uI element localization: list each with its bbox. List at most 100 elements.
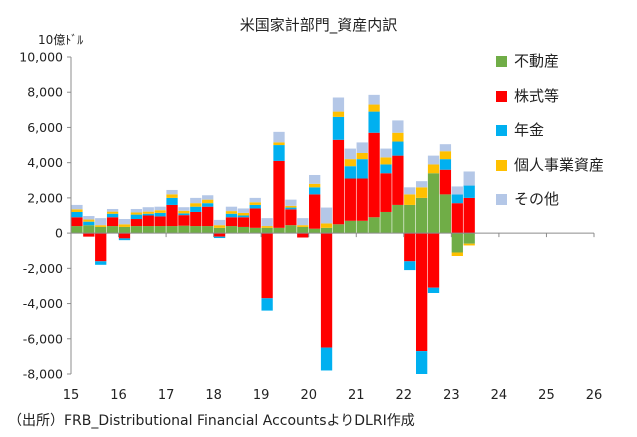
bar-2015Q3-0 [95, 226, 107, 234]
bar-2022Q4-3 [439, 151, 452, 160]
bar-2020Q4-1 [344, 178, 356, 221]
bar-2018Q4-0 [249, 227, 261, 234]
bar-2018Q3-2 [237, 215, 249, 218]
y-tick-label: 10,000 [19, 50, 63, 65]
bar-2019Q3-4 [285, 199, 297, 206]
y-tick-label: -8,000 [23, 367, 63, 382]
bar-2021Q4-4 [392, 120, 404, 133]
bar-2021Q1-1 [356, 178, 368, 221]
bar-2023Q1-3 [451, 252, 463, 256]
bar-2020Q4-0 [344, 220, 356, 234]
bar-2019Q3-3 [285, 205, 297, 208]
bar-2018Q2-3 [225, 211, 238, 214]
bar-2021Q1-0 [356, 220, 368, 234]
x-tick-label: 26 [586, 388, 603, 403]
y-tick-label: -2,000 [23, 261, 63, 276]
bar-2020Q1-3 [309, 183, 321, 188]
bar-2023Q2-0 [463, 233, 475, 244]
legend-label: その他 [514, 190, 560, 208]
bar-2020Q2-3 [320, 223, 333, 228]
bar-2017Q4-1 [202, 206, 214, 227]
bar-2018Q3-4 [237, 208, 249, 213]
bar-2016Q1-1 [118, 233, 131, 239]
bar-2017Q2-0 [178, 225, 190, 234]
bar-2019Q1-3 [261, 226, 273, 228]
y-tick-label: 4,000 [27, 155, 63, 170]
legend-swatch [496, 56, 507, 67]
x-tick-label: 22 [396, 388, 413, 403]
bar-2017Q2-2 [178, 213, 190, 216]
bar-2018Q2-4 [225, 206, 238, 212]
bar-2019Q2-1 [273, 160, 285, 228]
bar-2017Q3-0 [190, 226, 202, 234]
y-tick-label: -6,000 [23, 331, 63, 346]
bar-2015Q3-3 [95, 225, 107, 227]
y-tick-label: 8,000 [27, 85, 63, 100]
bar-2016Q4-0 [154, 226, 166, 234]
bar-2016Q3-3 [142, 211, 154, 214]
bars-layer [71, 94, 475, 374]
axes-layer: 10,000 8,000 6,000 4,000 2,000 0 -2,000 -4,000 -… [19, 50, 602, 404]
bar-2018Q4-2 [249, 204, 261, 209]
bar-2021Q2-4 [368, 94, 380, 105]
bar-2021Q4-2 [392, 141, 404, 156]
bar-2019Q4-4 [297, 218, 309, 226]
x-tick-label: 20 [300, 388, 317, 403]
x-tick-label: 21 [348, 388, 365, 403]
legend-label: 年金 [514, 121, 545, 139]
bar-2018Q1-4 [213, 219, 226, 226]
bar-2021Q3-3 [380, 157, 392, 165]
bar-2019Q4-0 [297, 226, 309, 234]
bar-2021Q2-1 [368, 132, 380, 218]
bar-2018Q2-1 [225, 217, 238, 227]
bar-2021Q1-3 [356, 152, 368, 160]
bar-2017Q2-3 [178, 210, 190, 214]
bar-2022Q4-4 [439, 144, 452, 152]
bar-2015Q2-3 [83, 219, 95, 222]
bar-2016Q2-4 [130, 208, 143, 213]
bar-2020Q2-1 [320, 233, 333, 348]
bar-2016Q1-0 [118, 226, 131, 234]
bar-2017Q1-2 [166, 197, 178, 205]
bar-2017Q4-4 [202, 195, 214, 200]
bar-2018Q1-0 [213, 227, 226, 234]
bar-2015Q1-3 [71, 209, 83, 212]
bar-2022Q1-4 [404, 187, 416, 195]
bar-2022Q1-3 [404, 194, 416, 205]
legend-label: 不動産 [514, 52, 560, 70]
bar-2016Q4-2 [154, 212, 166, 217]
x-tick-label: 18 [205, 388, 222, 403]
bar-2021Q4-1 [392, 155, 404, 205]
bar-2023Q2-1 [463, 197, 475, 234]
bar-2016Q4-1 [154, 216, 166, 227]
bar-2015Q1-2 [71, 211, 83, 218]
bar-2020Q2-0 [320, 227, 333, 234]
bar-2016Q2-0 [130, 226, 143, 234]
legend-label: 株式等 [514, 86, 560, 105]
bar-2018Q2-2 [225, 213, 238, 218]
bar-2021Q2-0 [368, 217, 380, 234]
bar-2019Q1-4 [261, 218, 273, 227]
bar-2015Q4-4 [106, 208, 119, 212]
bar-2015Q3-4 [95, 218, 107, 226]
chart-title: 米国家計部門_資産内訳 [239, 16, 398, 34]
bar-2020Q1-0 [309, 228, 321, 234]
bar-2015Q2-0 [83, 225, 95, 234]
bar-2015Q4-2 [106, 213, 119, 218]
bar-2021Q4-0 [392, 204, 404, 234]
bar-2020Q3-3 [332, 111, 345, 117]
x-tick-label: 17 [158, 388, 175, 403]
bar-2023Q2-4 [463, 171, 475, 186]
bar-2015Q4-1 [106, 217, 119, 227]
bar-2015Q3-2 [95, 261, 107, 265]
bar-2016Q4-4 [154, 206, 166, 211]
bar-2017Q1-1 [166, 204, 178, 227]
bar-2017Q3-1 [190, 211, 202, 227]
bar-2022Q3-0 [427, 173, 440, 234]
bar-2020Q4-3 [344, 159, 356, 167]
legend-swatch [496, 90, 507, 102]
bar-2018Q4-4 [249, 197, 261, 203]
bar-2016Q3-2 [142, 213, 154, 216]
x-tick-label: 15 [63, 388, 80, 403]
